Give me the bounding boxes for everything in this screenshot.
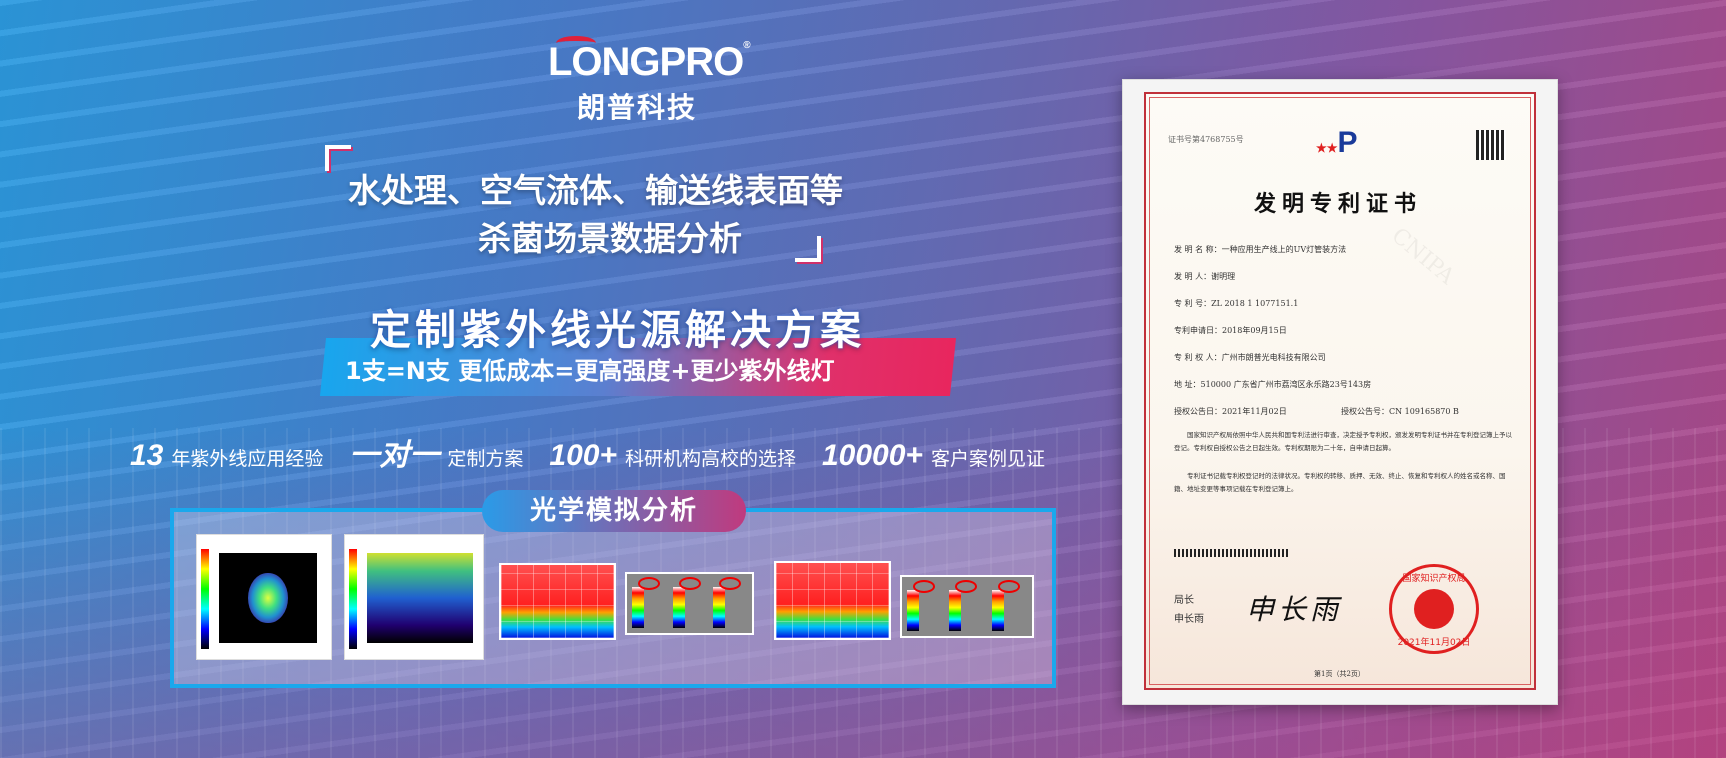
brand-name-cn: 朗普科技 [577,91,698,124]
simulation-plot-scatter [344,534,484,660]
cert-grant-date: 授权公告日：2021年11月02日 [1174,407,1287,416]
patent-certificate: 证书号第4768755号 ★★P CNIPA 发明专利证书 发 明 名 称：一种… [1144,92,1536,690]
stat-value: 一对一 [349,439,440,472]
watermark: CNIPA [1386,223,1459,290]
signer-name: 申长雨 [1174,614,1204,625]
signer-title: 局长 [1174,595,1194,606]
cert-body: 国家知识产权局依照中华人民共和国专利法进行审查，决定授予专利权，颁发发明专利证书… [1174,431,1512,452]
cert-field: 发 明 人：谢明理 [1174,272,1236,281]
stat-label: 定制方案 [447,448,524,470]
headline-line1: 水处理、空气流体、输送线表面等 [348,171,843,210]
cert-number: 证书号第4768755号 [1168,135,1244,144]
stat-value: 10000+ [822,439,923,472]
signature: 申长雨 [1246,593,1343,626]
heatmap-legends [625,572,754,635]
solution-title: 定制紫外线光源解决方案 [370,306,865,354]
stat-value: 100+ [549,439,617,472]
simulation-plot-spot [196,534,332,660]
heatmap-image [774,561,891,640]
cert-field: 地 址：510000 广东省广州市荔湾区永乐路23号143房 [1174,380,1372,389]
colorbar [201,549,209,649]
official-seal: 国家知识产权局 2021年11月02日 [1389,564,1479,654]
registered-mark: ® [743,40,750,51]
optics-panel-title: 光学模拟分析 [482,490,746,532]
stat-label: 客户案例见证 [930,448,1045,470]
national-emblem-icon [1414,589,1454,629]
colorbar [349,549,357,649]
heatmap-legends [900,575,1034,638]
stat-value: 13 [130,439,164,472]
cert-body: 专利证书记载专利权登记时的法律状况。专利权的转移、质押、无效、终止、恢复和专利权… [1174,472,1506,493]
cnipa-logo-icon: ★★P [1316,126,1358,159]
cert-grant-number: 授权公告号：CN 109165870 B [1341,407,1459,416]
solution-subtitle: 1支=N支 更低成本=更高强度+更少紫外线灯 [345,357,835,385]
quote-bracket-close [795,236,821,262]
cert-page: 第1页（共2页） [1314,670,1365,678]
cert-field: 发 明 名 称：一种应用生产线上的UV灯管装方法 [1174,245,1347,254]
barcode-icon [1174,549,1290,557]
cert-field: 专 利 权 人：广州市朗普光电科技有限公司 [1174,353,1326,362]
cert-title: 发明专利证书 [1254,191,1423,217]
brand-logo: LONGPRO® [548,36,751,85]
quote-bracket-open [325,145,351,171]
cert-field: 专利申请日：2018年09月15日 [1174,326,1287,335]
cert-field: 专 利 号：ZL 2018 1 1077151.1 [1174,299,1299,308]
qr-code-icon [1476,130,1506,160]
stat-label: 年紫外线应用经验 [171,448,324,470]
stat-label: 科研机构高校的选择 [624,448,796,470]
seal-text: 国家知识产权局 [1402,574,1466,584]
stats-row: 13 年紫外线应用经验 一对一 定制方案 100+ 科研机构高校的选择 10000+ 客… [130,430,1063,474]
logo-arc-icon [556,36,596,50]
seal-date: 2021年11月02日 [1397,638,1471,648]
headline-line2: 杀菌场景数据分析 [478,219,742,258]
heatmap-image [499,563,616,640]
